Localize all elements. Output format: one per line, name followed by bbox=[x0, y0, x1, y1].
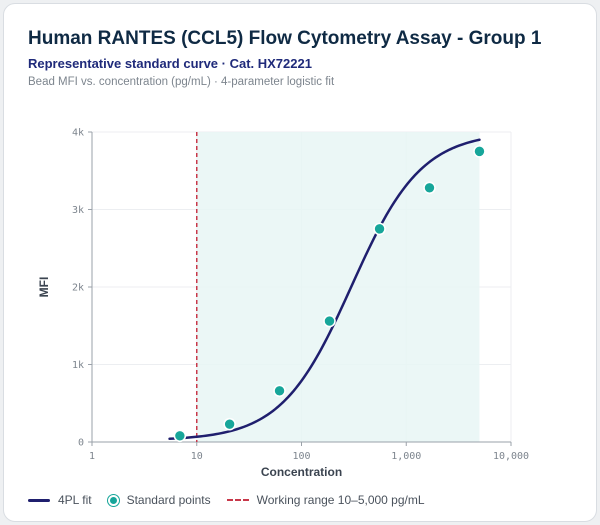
standard-point bbox=[273, 384, 286, 398]
y-tick-label: 0 bbox=[78, 438, 84, 449]
standard-points bbox=[173, 145, 486, 443]
chart-card: Human RANTES (CCL5) Flow Cytometry Assay… bbox=[3, 3, 597, 522]
x-tick-label: 10 bbox=[191, 451, 203, 462]
legend-fit-label: 4PL fit bbox=[58, 493, 92, 507]
legend-points: Standard points bbox=[107, 493, 211, 507]
chart-subtitle: Representative standard curve · Cat. HX7… bbox=[28, 56, 312, 71]
y-axis-label: MFI bbox=[37, 277, 51, 298]
legend-points-swatch bbox=[107, 494, 119, 506]
standard-point bbox=[173, 429, 187, 443]
legend-range-swatch bbox=[226, 499, 249, 501]
x-axis-label: Concentration bbox=[261, 465, 342, 479]
standard-point bbox=[423, 181, 436, 195]
legend-range: Working range 10–5,000 pg/mL bbox=[226, 493, 425, 507]
legend-points-label: Standard points bbox=[126, 493, 211, 507]
tick-labels: 0 1k 2k 3k 4k 1 10 100 1,000 10,000 bbox=[72, 128, 529, 463]
legend-fit: 4PL fit bbox=[28, 493, 92, 507]
legend-fit-swatch bbox=[28, 498, 50, 502]
y-tick-label: 2k bbox=[72, 283, 84, 294]
axes bbox=[88, 131, 512, 446]
x-tick-label: 10,000 bbox=[493, 451, 529, 462]
fit-curve bbox=[168, 138, 481, 441]
standard-point bbox=[373, 222, 386, 236]
y-tick-label: 1k bbox=[72, 360, 84, 371]
working-range-band bbox=[196, 132, 480, 442]
chart-caption: Bead MFI vs. concentration (pg/mL) · 4-p… bbox=[28, 76, 335, 88]
x-tick-label: 1,000 bbox=[391, 451, 421, 462]
legend-range-label: Working range 10–5,000 pg/mL bbox=[256, 493, 425, 507]
x-tick-label: 100 bbox=[292, 451, 310, 462]
legend: 4PL fit Standard points Working range 10… bbox=[28, 492, 441, 508]
standard-curve-chart: 0 1k 2k 3k 4k 1 10 100 1,000 10,000 Concentration… bbox=[37, 128, 529, 480]
y-tick-label: 3k bbox=[72, 205, 84, 216]
chart-title: Human RANTES (CCL5) Flow Cytometry Assay… bbox=[28, 28, 542, 49]
y-tick-label: 4k bbox=[72, 128, 84, 139]
standard-point bbox=[473, 145, 486, 158]
x-tick-label: 1 bbox=[89, 451, 95, 462]
standard-point bbox=[223, 417, 236, 431]
standard-point bbox=[323, 314, 336, 328]
